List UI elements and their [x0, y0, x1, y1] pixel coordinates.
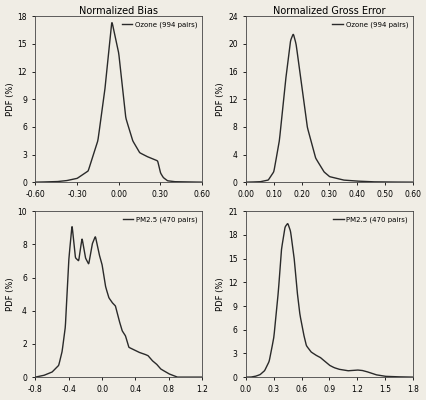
Y-axis label: PDF (%): PDF (%) — [216, 277, 225, 311]
Legend: Ozone (994 pairs): Ozone (994 pairs) — [120, 20, 198, 29]
Legend: PM2.5 (470 pairs): PM2.5 (470 pairs) — [331, 215, 409, 224]
Y-axis label: PDF (%): PDF (%) — [6, 82, 14, 116]
Legend: Ozone (994 pairs): Ozone (994 pairs) — [330, 20, 409, 29]
Y-axis label: PDF (%): PDF (%) — [216, 82, 225, 116]
Y-axis label: PDF (%): PDF (%) — [6, 277, 14, 311]
Title: Normalized Gross Error: Normalized Gross Error — [273, 6, 385, 16]
Legend: PM2.5 (470 pairs): PM2.5 (470 pairs) — [121, 215, 198, 224]
Title: Normalized Bias: Normalized Bias — [79, 6, 158, 16]
